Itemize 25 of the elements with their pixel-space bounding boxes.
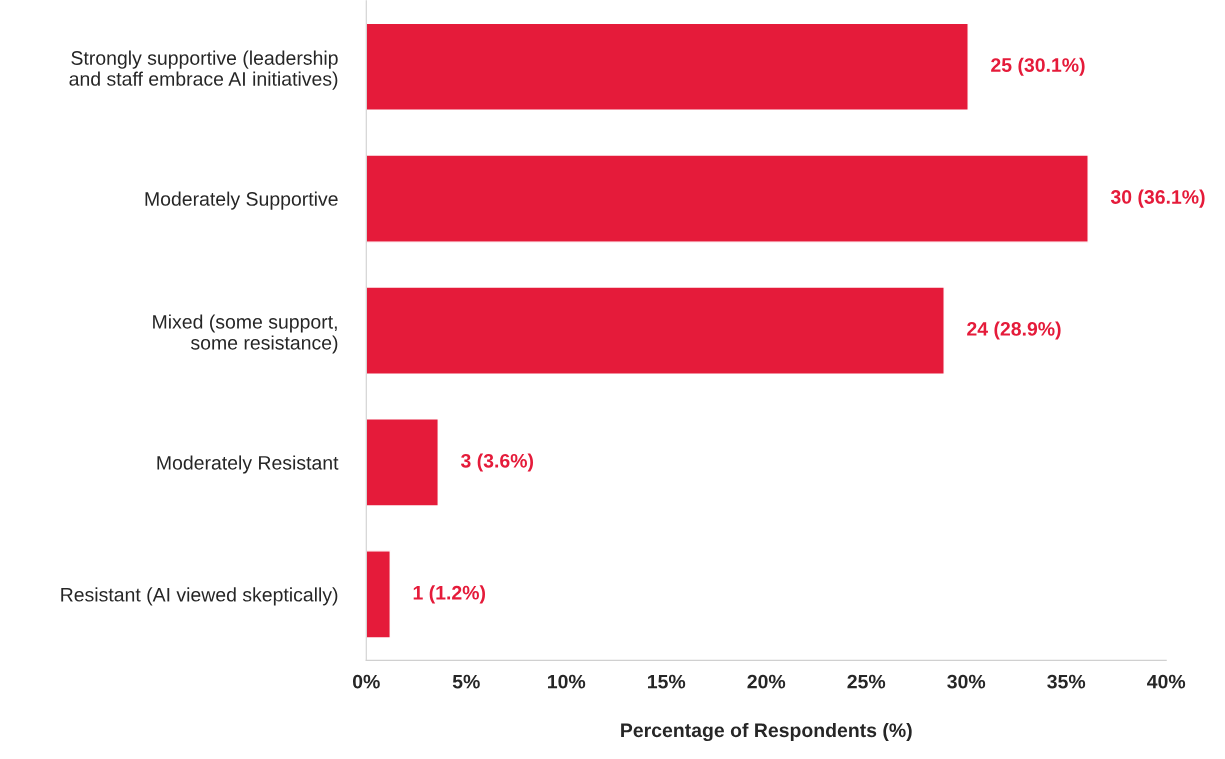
x-axis-title: Percentage of Respondents (%)	[621, 722, 912, 742]
x-tick-label: 30%	[947, 674, 986, 689]
x-tick-label: 10%	[548, 674, 586, 689]
bar	[366, 418, 439, 507]
x-tick-label: 20%	[747, 674, 786, 689]
x-tick-label: 0%	[352, 674, 380, 689]
bar	[366, 286, 945, 375]
data-label: 3 (3.6%)	[460, 453, 534, 472]
y-tick-label: Resistant (AI viewed skeptically)	[61, 587, 338, 606]
y-tick-label: Mixed (some support, some resistance)	[153, 314, 338, 354]
data-label: 25 (30.1%)	[991, 57, 1085, 76]
x-tick-label: 15%	[648, 674, 686, 689]
y-tick-label: Moderately Resistant	[157, 455, 339, 474]
x-tick-label: 35%	[1047, 674, 1086, 689]
data-label: 1 (1.2%)	[413, 585, 486, 604]
y-tick-label: Moderately Supportive	[145, 191, 338, 210]
bar	[366, 550, 391, 639]
x-tick-label: 5%	[452, 674, 480, 689]
x-tick-label: 25%	[847, 674, 886, 689]
bar	[366, 154, 1089, 243]
data-label: 24 (28.9%)	[967, 321, 1061, 340]
bar	[366, 22, 969, 111]
data-label: 30 (36.1%)	[1110, 189, 1205, 208]
x-tick-label: 40%	[1147, 674, 1186, 689]
y-tick-label: Strongly supportive (leadership and staff embrace AI initiatives)	[69, 50, 338, 90]
